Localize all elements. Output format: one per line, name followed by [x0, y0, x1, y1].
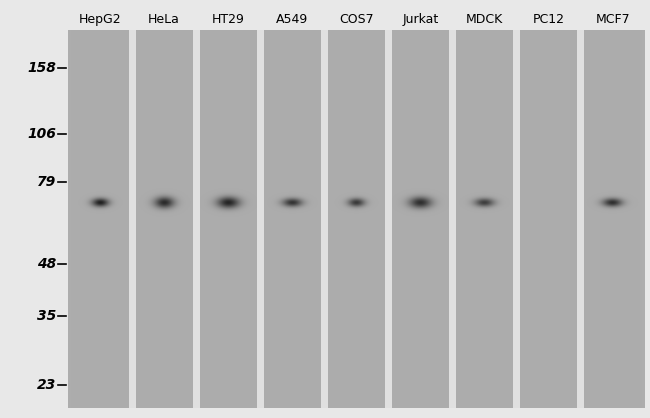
Text: 35: 35 [37, 309, 56, 323]
Text: 23: 23 [37, 378, 56, 392]
Text: MDCK: MDCK [466, 13, 503, 26]
Text: A549: A549 [276, 13, 309, 26]
Text: HeLa: HeLa [148, 13, 180, 26]
Text: HepG2: HepG2 [79, 13, 122, 26]
Text: Jurkat: Jurkat [402, 13, 439, 26]
Text: HT29: HT29 [212, 13, 244, 26]
Text: COS7: COS7 [339, 13, 374, 26]
Text: 106: 106 [27, 127, 56, 141]
Text: 79: 79 [37, 175, 56, 189]
Text: 158: 158 [27, 61, 56, 75]
Text: MCF7: MCF7 [595, 13, 630, 26]
Text: PC12: PC12 [533, 13, 565, 26]
Text: 48: 48 [37, 257, 56, 271]
